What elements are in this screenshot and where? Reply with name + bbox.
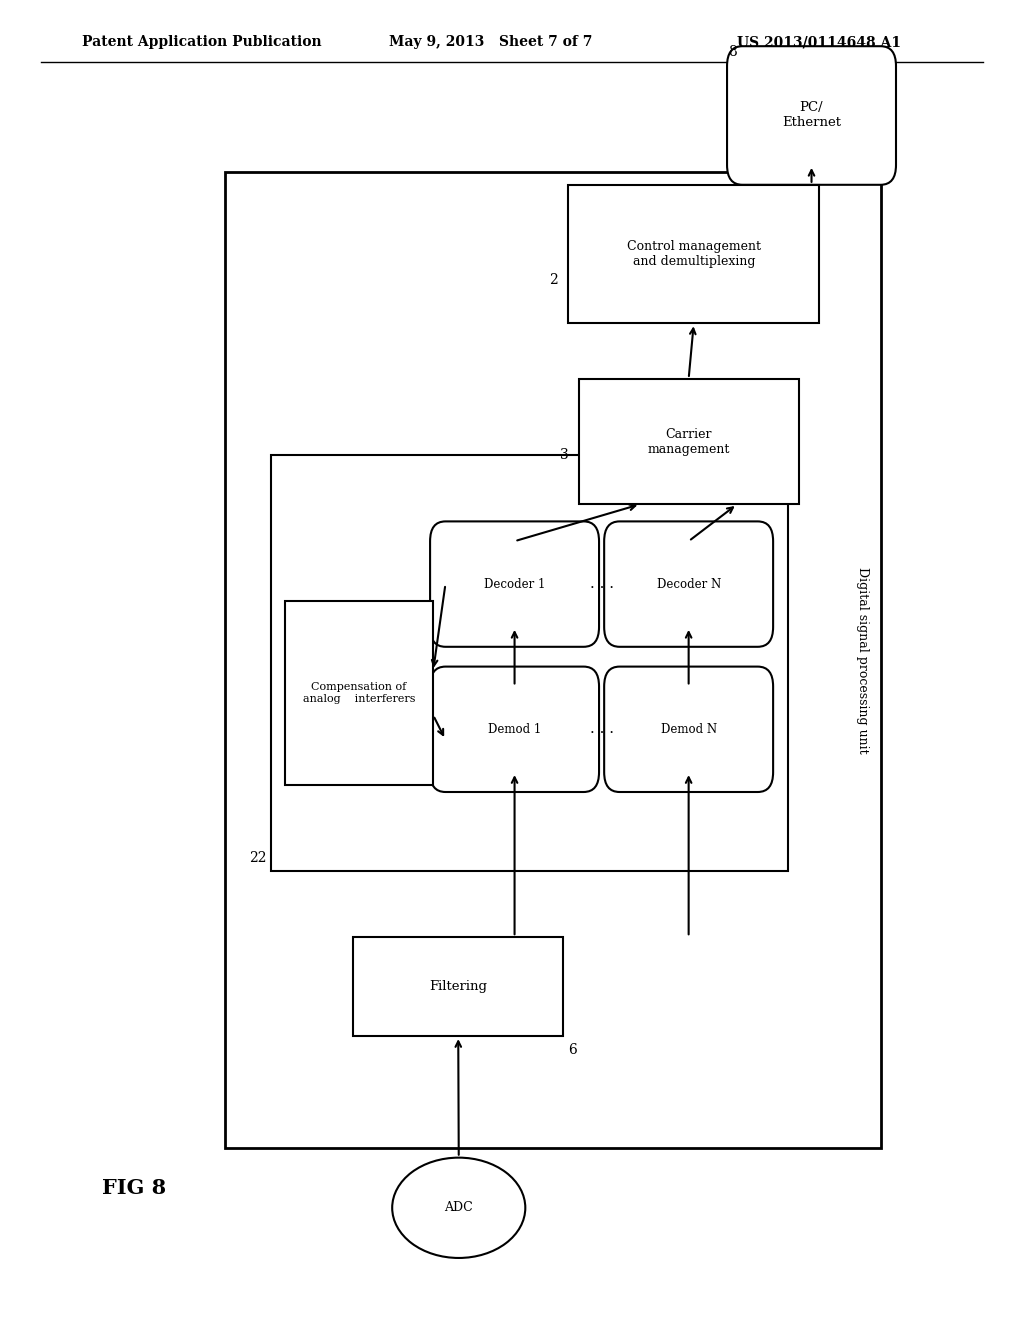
Text: Decoder N: Decoder N <box>656 578 721 590</box>
Text: Decoder 1: Decoder 1 <box>484 578 545 590</box>
Text: 3: 3 <box>559 447 568 462</box>
FancyBboxPatch shape <box>604 667 773 792</box>
FancyBboxPatch shape <box>568 185 819 323</box>
Text: FIG 8: FIG 8 <box>102 1177 167 1199</box>
Text: Digital signal processing unit: Digital signal processing unit <box>856 566 868 754</box>
Text: US 2013/0114648 A1: US 2013/0114648 A1 <box>737 36 901 49</box>
Text: 2: 2 <box>549 273 558 288</box>
Text: Patent Application Publication: Patent Application Publication <box>82 36 322 49</box>
Text: . . .: . . . <box>590 577 613 591</box>
Text: Compensation of
analog    interferers: Compensation of analog interferers <box>303 682 415 704</box>
FancyBboxPatch shape <box>604 521 773 647</box>
Text: ADC: ADC <box>444 1201 473 1214</box>
Text: PC/
Ethernet: PC/ Ethernet <box>782 102 841 129</box>
FancyBboxPatch shape <box>285 601 433 785</box>
Ellipse shape <box>392 1158 525 1258</box>
FancyBboxPatch shape <box>271 455 788 871</box>
FancyBboxPatch shape <box>430 521 599 647</box>
Text: 6: 6 <box>568 1043 578 1057</box>
Text: Demod N: Demod N <box>660 723 717 735</box>
Text: Carrier
management: Carrier management <box>647 428 730 455</box>
FancyBboxPatch shape <box>225 172 881 1148</box>
FancyBboxPatch shape <box>727 46 896 185</box>
Text: . . .: . . . <box>590 722 613 737</box>
Text: 8: 8 <box>728 45 737 59</box>
FancyBboxPatch shape <box>430 667 599 792</box>
Text: May 9, 2013   Sheet 7 of 7: May 9, 2013 Sheet 7 of 7 <box>389 36 593 49</box>
Text: Control management
and demultiplexing: Control management and demultiplexing <box>627 240 761 268</box>
Text: 22: 22 <box>249 850 266 865</box>
FancyBboxPatch shape <box>353 937 563 1036</box>
FancyBboxPatch shape <box>579 379 799 504</box>
Text: Filtering: Filtering <box>429 981 487 993</box>
Text: Demod 1: Demod 1 <box>487 723 542 735</box>
